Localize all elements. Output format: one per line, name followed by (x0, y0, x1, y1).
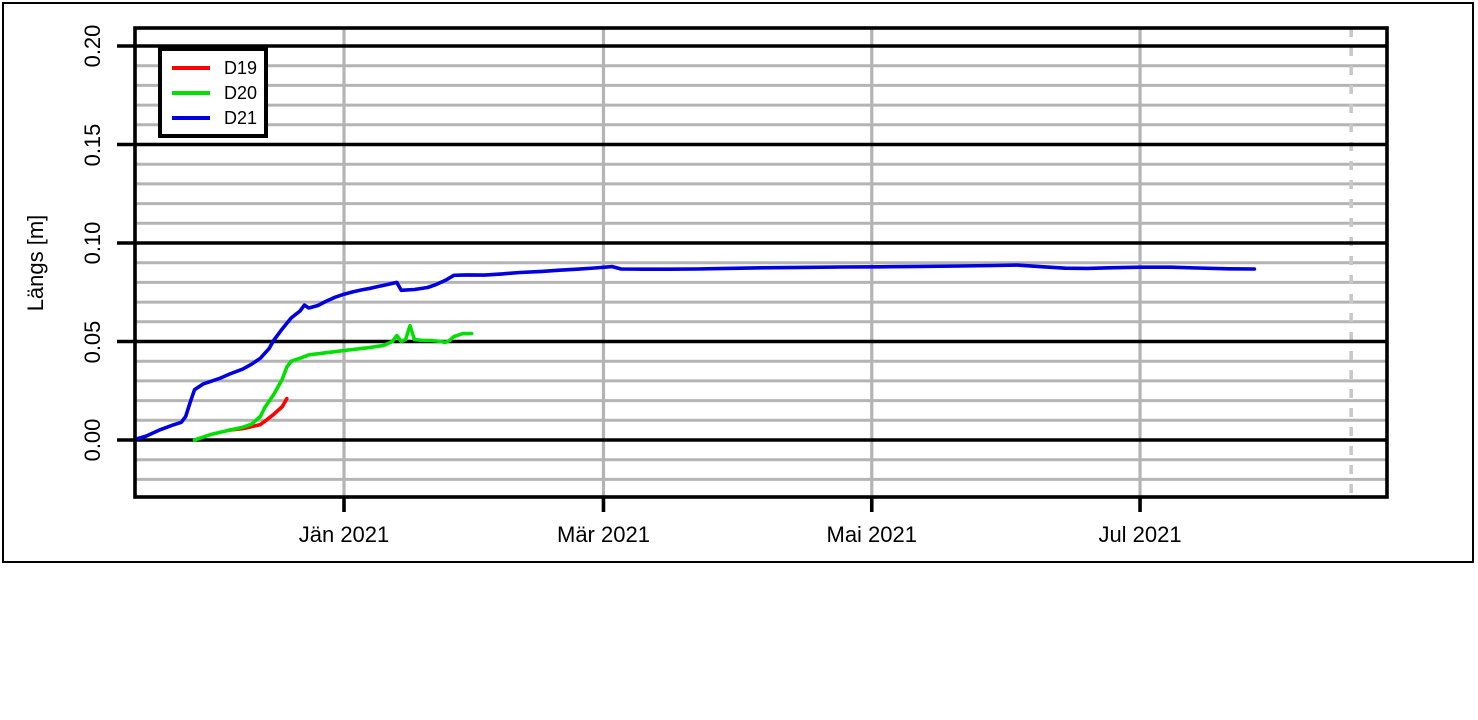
y-tick-label-0.20: 0.20 (80, 24, 105, 68)
y-tick-label-0.00: 0.00 (80, 418, 105, 462)
legend-label: D20 (224, 82, 258, 103)
legend-label: D19 (224, 57, 258, 78)
y-axis-title: Längs [m] (23, 214, 48, 311)
figure-border (2, 2, 1474, 563)
legend: D19 D20 D21 (158, 47, 268, 138)
series-line-d20 (192, 323, 474, 442)
legend-line-swatch (172, 65, 210, 70)
legend-entry-d19: D19 (172, 57, 258, 78)
series-line-d21 (135, 263, 1257, 442)
x-tick-label-Jän-2021: Jän 2021 (298, 522, 390, 547)
y-tick-label-0.15: 0.15 (80, 123, 105, 166)
y-tick-label-0.05: 0.05 (80, 320, 105, 363)
x-tick-label-Jul-2021: Jul 2021 (1098, 522, 1182, 547)
legend-label: D21 (224, 107, 258, 128)
series-line-d19 (227, 396, 289, 432)
plot-border (133, 26, 1389, 499)
y-tick-label-0.10: 0.10 (80, 221, 105, 265)
legend-entry-d20: D20 (172, 82, 258, 103)
x-tick-label-Mär-2021: Mär 2021 (556, 522, 650, 547)
x-tick-label-Mai-2021: Mai 2021 (826, 522, 918, 547)
legend-entry-d21: D21 (172, 107, 258, 128)
legend-line-swatch (172, 90, 210, 95)
legend-line-swatch (172, 115, 210, 120)
